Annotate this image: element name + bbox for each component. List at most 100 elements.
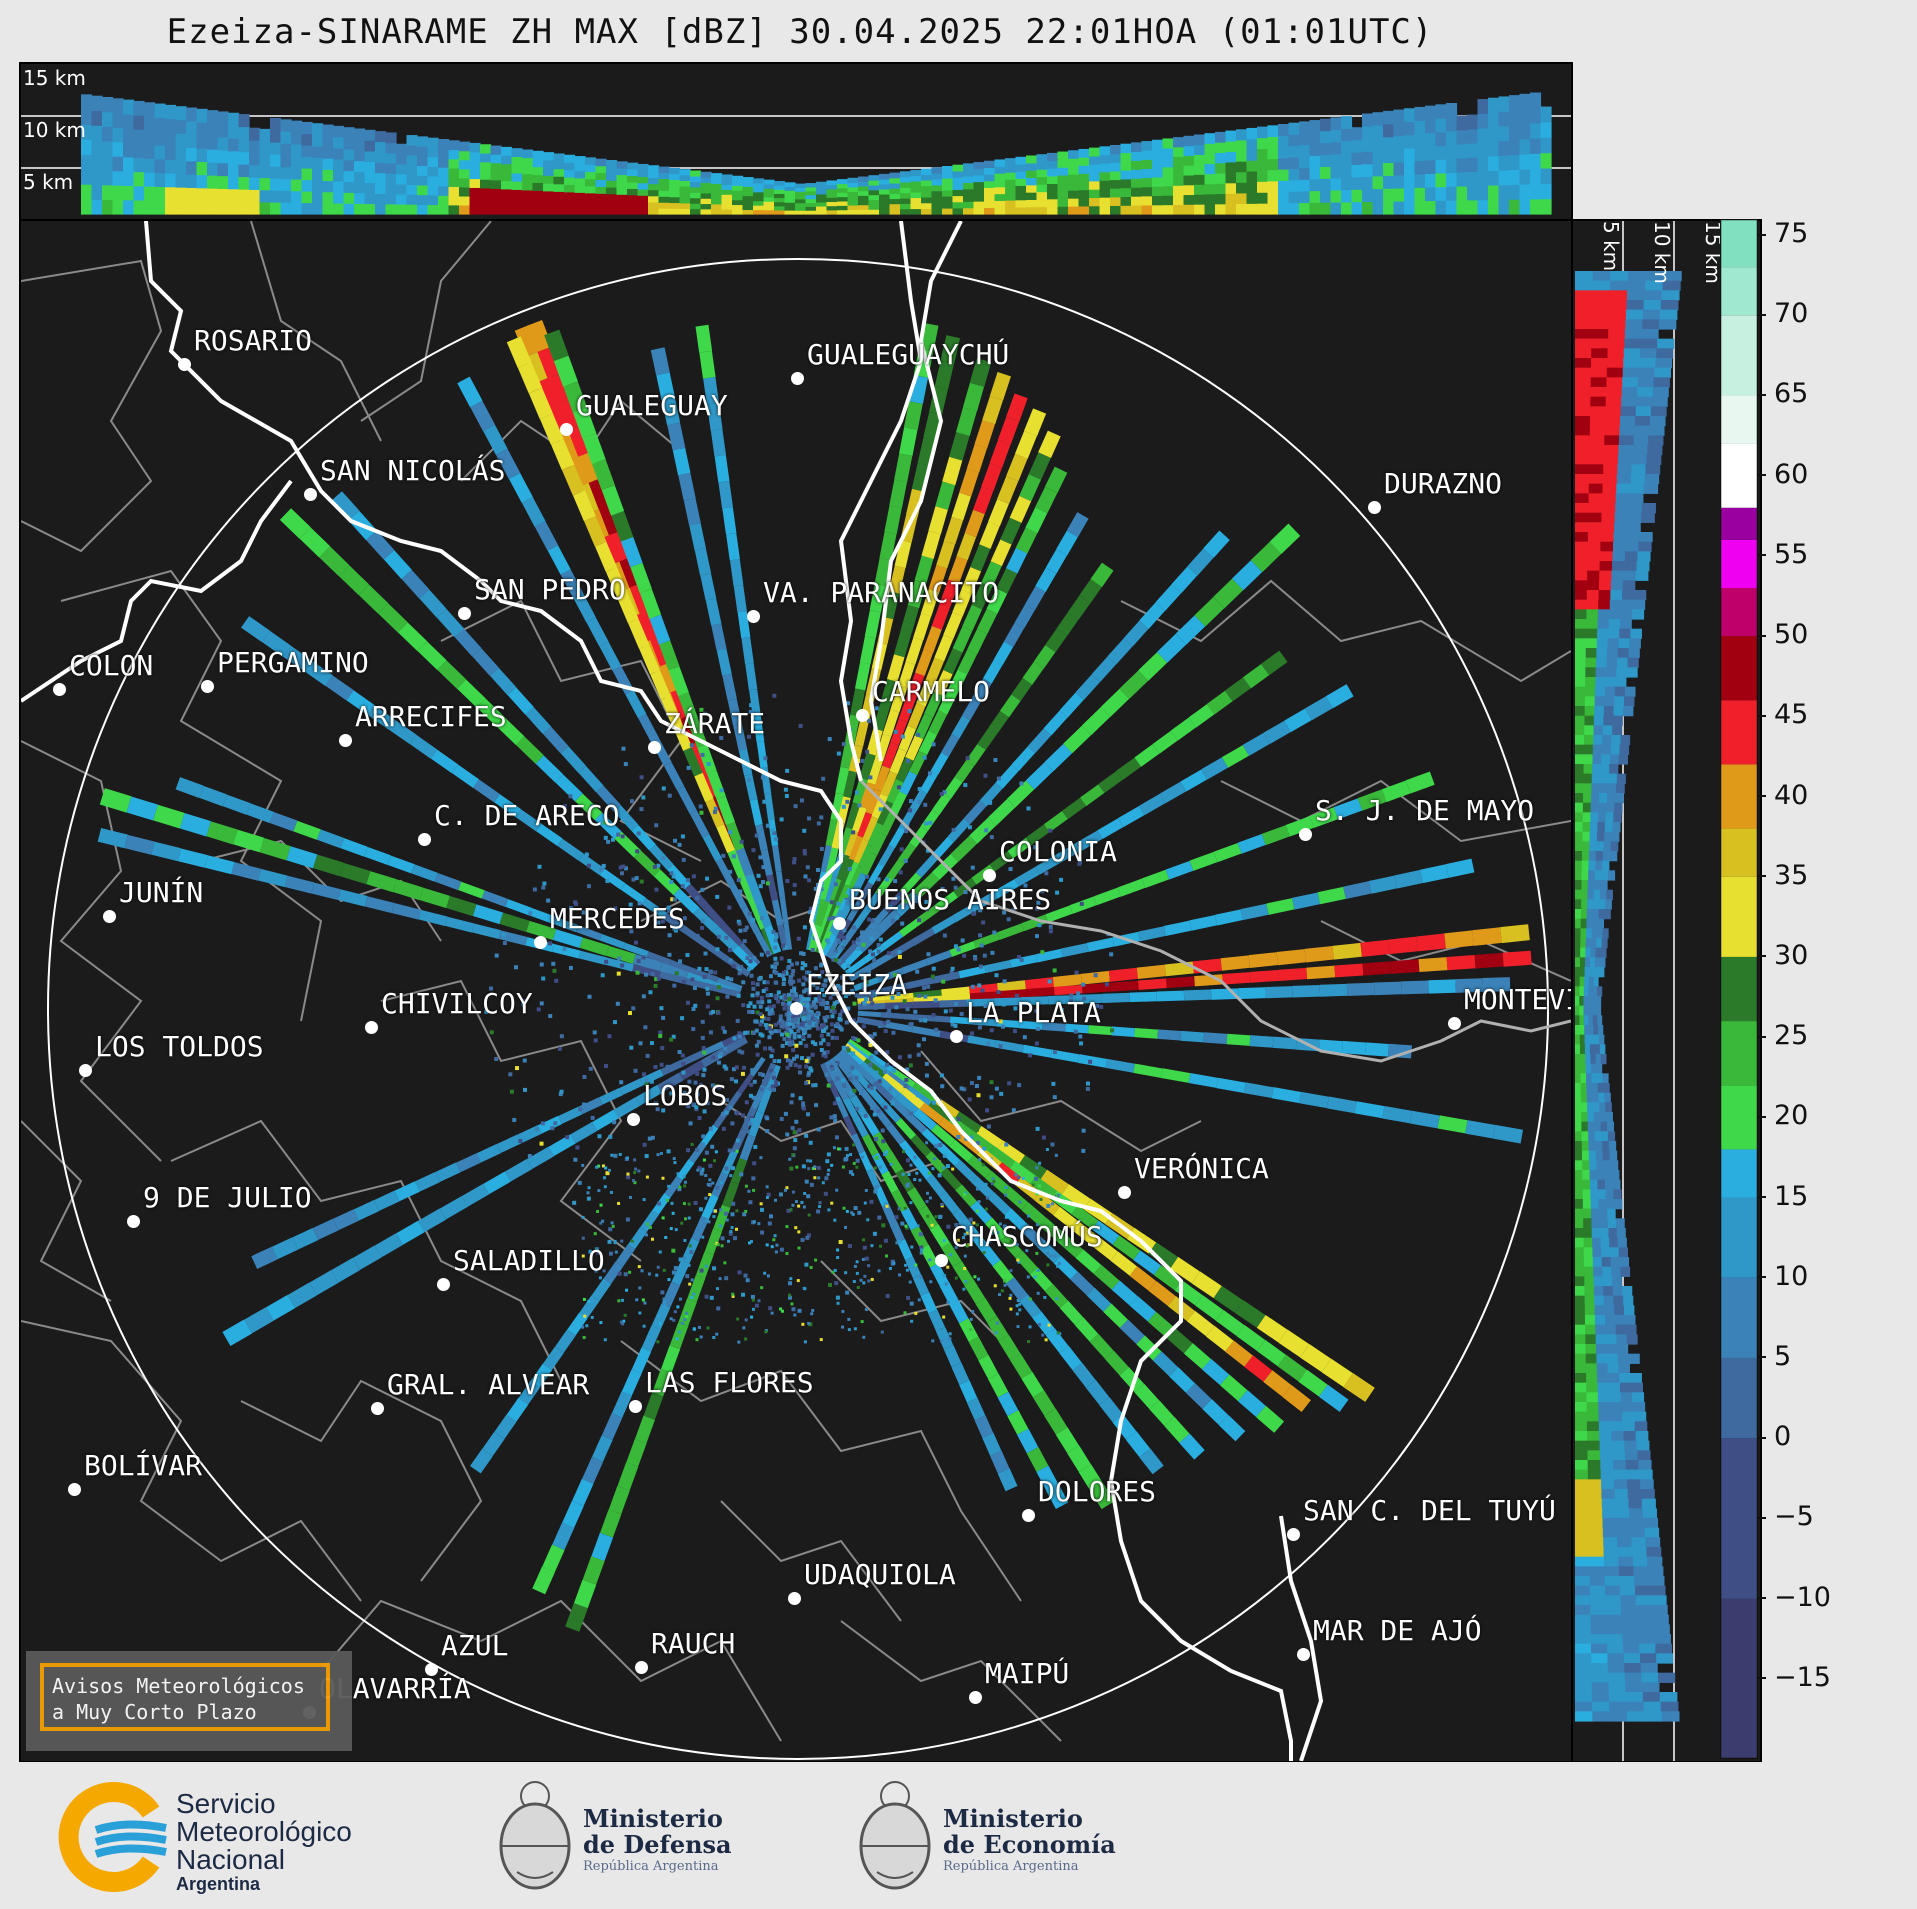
cross-section-cell <box>480 161 492 172</box>
speckle-pixel <box>765 950 770 955</box>
speckle-pixel <box>842 908 847 913</box>
speckle-pixel <box>831 991 836 996</box>
cross-section-cell <box>858 190 870 196</box>
speckle-pixel <box>1057 1261 1061 1265</box>
speckle-pixel <box>771 929 776 934</box>
speckle-pixel <box>831 952 836 957</box>
reflectivity-beam-segment <box>857 812 873 838</box>
cross-section-cell <box>837 196 849 202</box>
reflectivity-beam-segment <box>632 611 656 643</box>
reflectivity-beam-segment <box>1005 1277 1028 1301</box>
speckle-pixel <box>667 952 672 957</box>
aviso-link[interactable]: Avisos Meteorológicos a Muy Corto Plazo <box>40 1663 330 1731</box>
cross-section-cell <box>354 181 366 194</box>
speckle-pixel <box>758 1004 763 1009</box>
cross-section-cell <box>931 173 943 180</box>
cross-section-cell <box>1204 143 1216 154</box>
cross-section-cell <box>1610 744 1621 755</box>
speckle-pixel <box>1056 1264 1060 1268</box>
cross-section-cell <box>1509 124 1521 141</box>
aviso-box[interactable]: Avisos Meteorológicos a Muy Corto Plazo <box>26 1651 352 1751</box>
reflectivity-beam-segment <box>383 550 412 579</box>
speckle-pixel <box>641 1298 645 1302</box>
cross-section-cell <box>123 199 135 215</box>
speckle-pixel <box>819 1001 824 1006</box>
speckle-pixel <box>898 870 903 875</box>
speckle-pixel <box>793 996 798 1001</box>
speckle-pixel <box>804 1043 809 1048</box>
speckle-pixel <box>984 1215 988 1219</box>
cross-section-cell <box>1581 851 1590 862</box>
reflectivity-beam-segment <box>877 967 904 983</box>
cross-section-cell <box>700 192 712 199</box>
reflectivity-beam-segment <box>1075 674 1100 700</box>
reflectivity-beam-segment <box>851 926 873 949</box>
speckle-pixel <box>708 1193 712 1197</box>
speckle-pixel <box>988 800 993 805</box>
cross-section-cell <box>501 155 513 165</box>
reflectivity-beam-segment <box>997 923 1025 940</box>
speckle-pixel <box>766 1192 771 1197</box>
speckle-pixel <box>1015 1304 1019 1308</box>
cross-section-cell <box>1183 165 1195 176</box>
cross-section-cell <box>1078 148 1090 158</box>
speckle-pixel <box>634 876 639 881</box>
cross-section-cell <box>1609 851 1618 862</box>
reflectivity-beam-segment <box>358 584 389 614</box>
reflectivity-beam-segment <box>905 1256 922 1279</box>
reflectivity-beam-segment <box>599 641 622 671</box>
speckle-pixel <box>699 707 704 712</box>
speckle-pixel <box>907 808 912 813</box>
cross-section-cell <box>753 200 765 206</box>
cross-section-cell <box>1467 171 1479 187</box>
speckle-pixel <box>854 1075 859 1080</box>
cross-section-cell <box>1657 338 1675 349</box>
cross-section-cell <box>81 184 93 200</box>
speckle-pixel <box>996 990 1001 995</box>
reflectivity-beam-segment <box>693 907 719 933</box>
reflectivity-beam-segment <box>900 1087 925 1110</box>
reflectivity-beam-segment <box>836 854 852 881</box>
cross-section-cell <box>669 179 681 186</box>
cross-section-cell <box>1598 909 1605 920</box>
speckle-pixel <box>905 1226 909 1230</box>
cross-section-cell <box>1141 186 1153 197</box>
speckle-pixel <box>854 907 859 912</box>
cross-section-cell <box>1078 165 1090 174</box>
reflectivity-beam-segment <box>1021 1371 1044 1398</box>
cross-section-cell <box>280 142 292 156</box>
reflectivity-beam-segment <box>1056 612 1079 636</box>
cross-section-cell <box>1605 899 1612 910</box>
speckle-pixel <box>655 1273 659 1277</box>
speckle-pixel <box>855 1158 860 1163</box>
reflectivity-beam-segment <box>907 580 927 609</box>
speckle-pixel <box>736 878 741 883</box>
radar-map-panel[interactable]: ROSARIO GUALEGUAYCHÚ GUALEGUAY DURAZNO SAN N… <box>19 219 1573 1763</box>
speckle-pixel <box>813 1005 818 1010</box>
city-label: S. J. DE MAYO <box>1315 794 1535 827</box>
reflectivity-beam-segment <box>660 662 682 693</box>
reflectivity-beam-segment <box>869 952 894 970</box>
speckle-pixel <box>587 1186 591 1190</box>
reflectivity-beam-segment <box>958 965 986 979</box>
cross-section-cell <box>984 194 996 202</box>
speckle-pixel <box>925 979 930 984</box>
speckle-pixel <box>807 970 812 975</box>
speckle-pixel <box>763 1023 768 1028</box>
speckle-pixel <box>860 1320 864 1324</box>
cross-section-cell <box>490 154 502 164</box>
reflectivity-beam-segment <box>814 898 827 926</box>
speckle-pixel <box>726 1239 730 1243</box>
cross-section-cell <box>186 134 198 149</box>
speckle-pixel <box>712 1215 716 1219</box>
speckle-pixel <box>890 995 895 1000</box>
cross-section-cell <box>1600 541 1614 552</box>
cross-section-cell <box>228 138 240 152</box>
speckle-pixel <box>735 1138 740 1143</box>
speckle-pixel <box>784 1041 789 1046</box>
reflectivity-beam-segment <box>764 793 775 821</box>
speckle-pixel <box>800 1200 804 1204</box>
cross-section-cell <box>1606 387 1623 398</box>
speckle-pixel <box>1098 998 1103 1003</box>
reflectivity-beam-segment <box>570 1121 598 1144</box>
